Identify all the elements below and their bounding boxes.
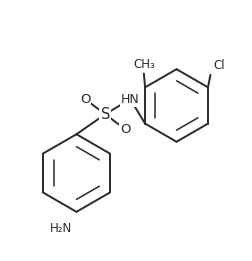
- Text: O: O: [119, 123, 130, 136]
- Text: O: O: [80, 93, 90, 106]
- Text: Cl: Cl: [212, 59, 224, 72]
- Text: H₂N: H₂N: [50, 222, 72, 235]
- Text: CH₃: CH₃: [133, 58, 154, 71]
- Text: S: S: [100, 107, 109, 122]
- Text: HN: HN: [120, 93, 139, 106]
